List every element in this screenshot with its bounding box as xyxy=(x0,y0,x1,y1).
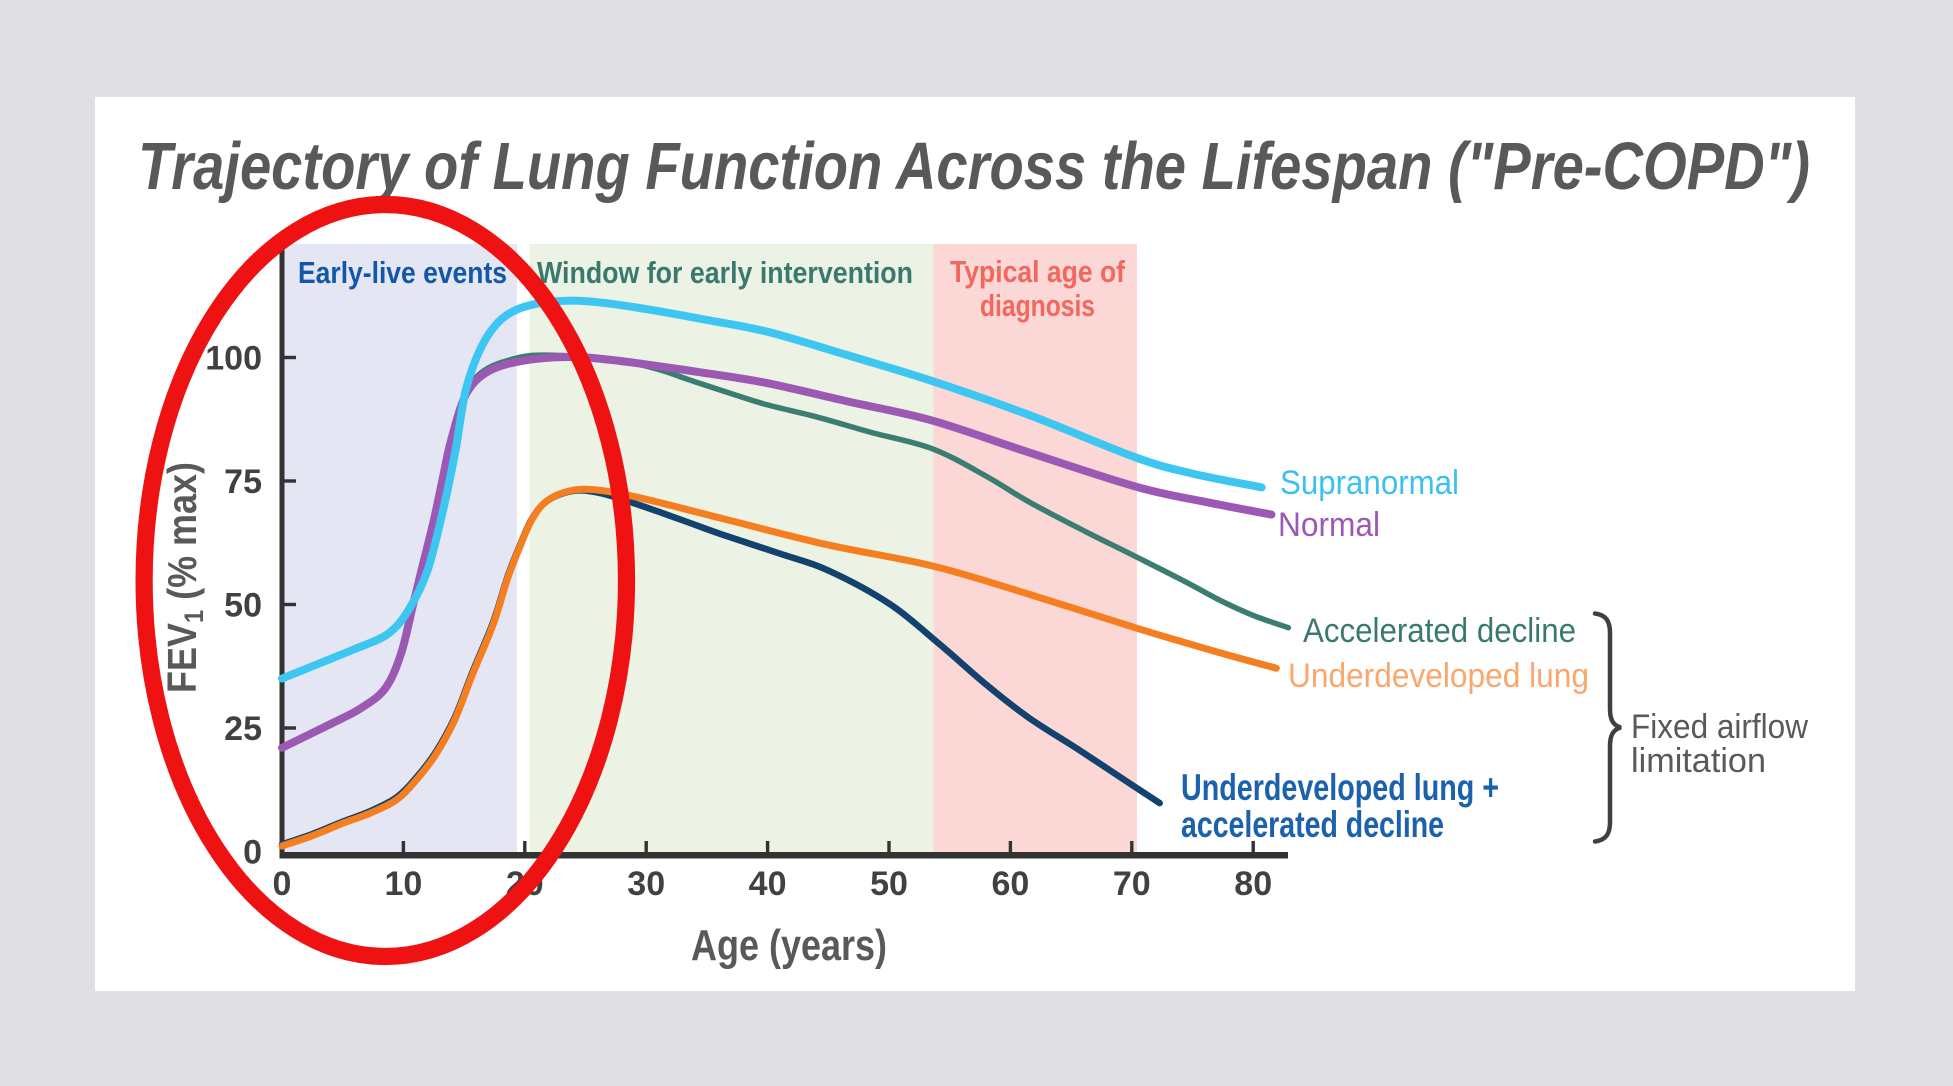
svg-text:25: 25 xyxy=(224,710,262,748)
svg-text:80: 80 xyxy=(1234,865,1272,903)
svg-text:Accelerated decline: Accelerated decline xyxy=(1303,612,1576,650)
svg-text:Supranormal: Supranormal xyxy=(1280,464,1459,502)
svg-text:Early-live events: Early-live events xyxy=(298,255,507,290)
svg-text:75: 75 xyxy=(224,463,262,501)
svg-text:limitation: limitation xyxy=(1631,742,1766,780)
svg-text:Typical age of: Typical age of xyxy=(950,254,1126,289)
svg-text:60: 60 xyxy=(991,865,1029,903)
svg-text:10: 10 xyxy=(384,865,422,903)
svg-text:Window for early intervention: Window for early intervention xyxy=(537,255,913,290)
svg-text:40: 40 xyxy=(749,865,787,903)
svg-text:Fixed airflow: Fixed airflow xyxy=(1631,708,1808,746)
svg-text:50: 50 xyxy=(870,865,908,903)
svg-text:Normal: Normal xyxy=(1278,506,1380,544)
svg-text:50: 50 xyxy=(224,587,262,625)
svg-text:70: 70 xyxy=(1113,865,1151,903)
svg-text:Underdeveloped lung: Underdeveloped lung xyxy=(1288,657,1589,695)
svg-text:Trajectory of Lung Function Ac: Trajectory of Lung Function Across the L… xyxy=(138,129,1810,204)
svg-text:Age (years): Age (years) xyxy=(691,921,887,970)
svg-text:accelerated decline: accelerated decline xyxy=(1181,804,1444,845)
svg-text:Underdeveloped lung +: Underdeveloped lung + xyxy=(1181,767,1499,808)
svg-text:0: 0 xyxy=(273,865,292,903)
svg-text:100: 100 xyxy=(205,340,262,378)
svg-text:FEV1 (% max): FEV1 (% max) xyxy=(159,462,209,693)
svg-text:30: 30 xyxy=(627,865,665,903)
svg-text:diagnosis: diagnosis xyxy=(980,288,1095,323)
svg-text:0: 0 xyxy=(243,834,262,872)
